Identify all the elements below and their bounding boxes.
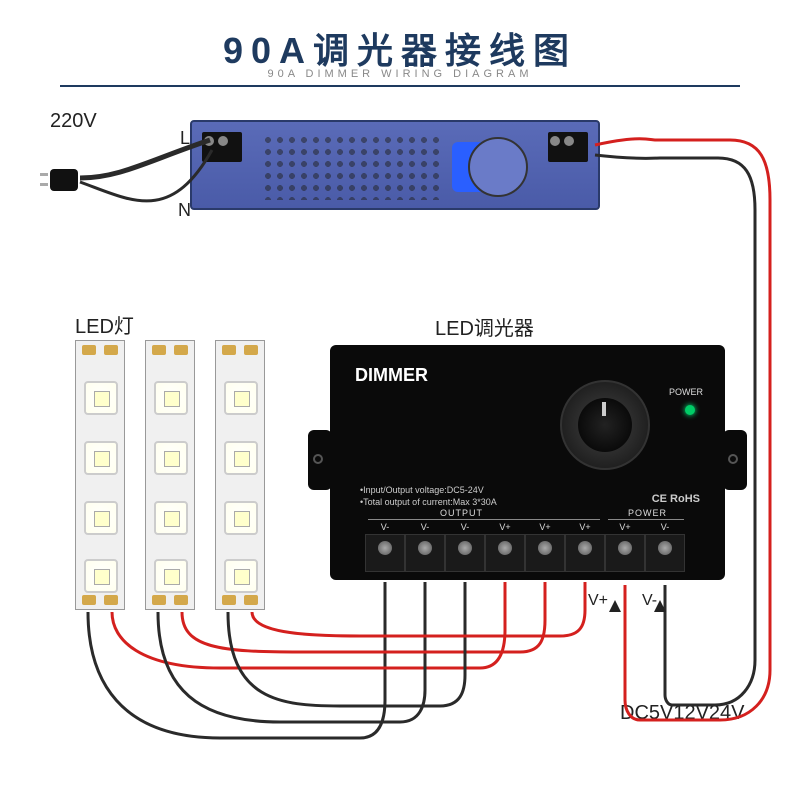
terminal-labels: V- V- V- V+ V+ V+ V+ V-	[365, 522, 685, 532]
term-lbl: V+	[525, 522, 565, 532]
mount-ear-icon	[723, 430, 747, 490]
label-dimmer: LED调光器	[435, 312, 534, 341]
term-group-power: POWER	[628, 508, 667, 518]
term-lbl: V-	[405, 522, 445, 532]
label-vminus: V-	[642, 592, 657, 610]
label-vplus: V+	[588, 592, 608, 610]
label-220v: 220V	[50, 110, 97, 133]
dimmer-module: DIMMER POWER •Input/Output voltage:DC5-2…	[330, 345, 725, 580]
title-main: 90A调光器接线图	[0, 22, 800, 74]
led-strip	[75, 340, 125, 610]
spec-line: •Total output of current:Max 3*30A	[360, 497, 497, 509]
title-sub: 90A DIMMER WIRING DIAGRAM	[0, 68, 800, 80]
cert-text: CE RoHS	[652, 493, 700, 505]
psu-terminal-left	[202, 132, 242, 162]
term-group-output: OUTPUT	[440, 508, 483, 518]
psu-terminal-right	[548, 132, 588, 162]
term-lbl: V+	[485, 522, 525, 532]
power-led-icon	[685, 405, 695, 415]
diagram-canvas: 90A调光器接线图 90A DIMMER WIRING DIAGRAM 220V…	[0, 0, 800, 800]
term-lbl: V+	[605, 522, 645, 532]
term-lbl: V-	[645, 522, 685, 532]
term-lbl: V+	[565, 522, 605, 532]
title-rule	[60, 85, 740, 87]
dimmer-spec: •Input/Output voltage:DC5-24V •Total out…	[360, 485, 497, 508]
psu-mesh-icon	[262, 134, 442, 200]
mount-ear-icon	[308, 430, 332, 490]
spec-line: •Input/Output voltage:DC5-24V	[360, 485, 497, 497]
power-label: POWER	[669, 387, 703, 397]
term-lbl: V-	[365, 522, 405, 532]
terminal-block	[365, 534, 685, 572]
term-lbl: V-	[445, 522, 485, 532]
power-plug-icon	[40, 165, 80, 195]
dimmer-brand: DIMMER	[355, 365, 428, 386]
led-strip	[145, 340, 195, 610]
label-led-strip: LED灯	[75, 310, 134, 339]
psu-fan-icon	[468, 137, 528, 197]
power-supply	[190, 120, 600, 210]
label-L: L	[180, 128, 190, 149]
label-dcout: DC5V12V24V	[620, 702, 745, 725]
dimmer-knob[interactable]	[578, 398, 632, 452]
led-strip	[215, 340, 265, 610]
